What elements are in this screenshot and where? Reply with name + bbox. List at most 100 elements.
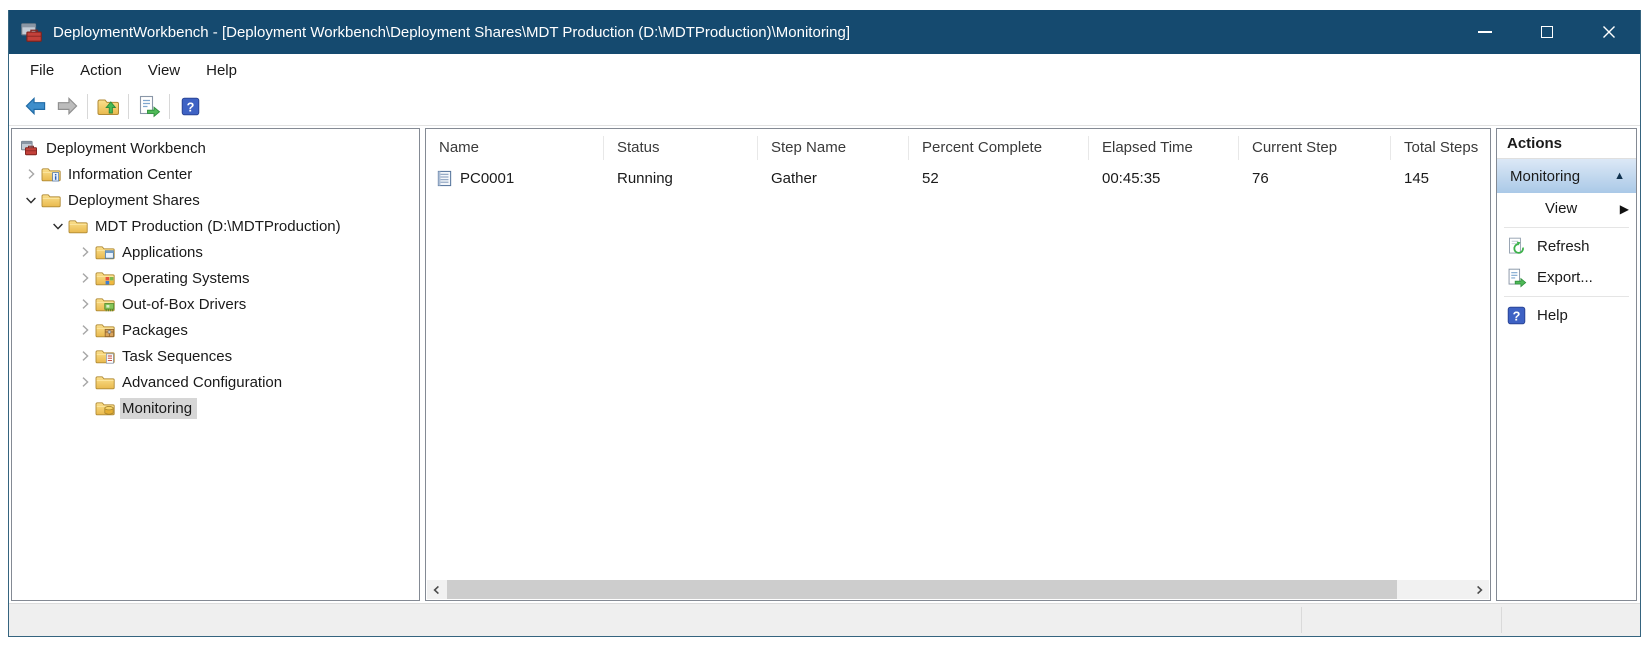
tree-item-mdt-production[interactable]: MDT Production (D:\MDTProduction) <box>12 213 419 239</box>
chevron-down-icon[interactable] <box>48 218 68 234</box>
tree-item-label: Applications <box>122 243 203 261</box>
scroll-right-icon <box>1473 584 1485 596</box>
chevron-right-icon[interactable] <box>75 348 95 364</box>
scroll-left-button[interactable] <box>427 580 447 599</box>
action-export[interactable]: Export... <box>1497 262 1636 293</box>
scroll-left-icon <box>431 584 443 596</box>
tree-item-label: Deployment Shares <box>68 191 200 209</box>
tree-item-label: Deployment Workbench <box>46 139 206 157</box>
window-controls <box>1454 10 1640 54</box>
up-one-level-icon <box>96 94 120 118</box>
cell-status: Running <box>617 170 673 187</box>
cell-step-name: Gather <box>771 170 817 187</box>
column-header-total-steps[interactable]: Total Steps <box>1404 138 1479 156</box>
action-view[interactable]: View ▶ <box>1497 193 1636 224</box>
column-header-current-step[interactable]: Current Step <box>1239 135 1391 160</box>
tree-item-deployment-workbench[interactable]: Deployment Workbench <box>12 135 419 161</box>
minimize-button[interactable] <box>1454 10 1516 54</box>
close-button[interactable] <box>1578 10 1640 54</box>
folder-info-icon <box>41 166 61 182</box>
content-region: Deployment Workbench Information Center … <box>9 126 1640 602</box>
action-label: Help <box>1537 307 1568 324</box>
tree-item-monitoring[interactable]: Monitoring <box>12 395 419 421</box>
action-label: Export... <box>1537 269 1593 286</box>
submenu-arrow-icon: ▶ <box>1619 201 1629 216</box>
workbench-root-icon <box>19 140 39 156</box>
scroll-right-button[interactable] <box>1469 580 1489 599</box>
menu-action[interactable]: Action <box>80 62 122 79</box>
column-header-step-name[interactable]: Step Name <box>758 135 909 160</box>
chevron-right-icon[interactable] <box>75 374 95 390</box>
export-list-button[interactable] <box>133 91 165 121</box>
chevron-right-icon[interactable] <box>75 270 95 286</box>
actions-group-label: Monitoring <box>1510 167 1581 185</box>
tree-item-advanced-configuration[interactable]: Advanced Configuration <box>12 369 419 395</box>
chevron-right-icon[interactable] <box>75 244 95 260</box>
status-bar <box>9 603 1640 636</box>
toolbar-separator <box>169 93 170 119</box>
help-icon <box>180 96 201 117</box>
maximize-icon <box>1541 26 1553 38</box>
folder-icon <box>68 218 88 234</box>
back-button[interactable] <box>19 91 51 121</box>
horizontal-scrollbar[interactable] <box>427 580 1489 599</box>
action-label: Refresh <box>1537 238 1590 255</box>
chevron-right-icon[interactable] <box>75 322 95 338</box>
forward-button[interactable] <box>51 91 83 121</box>
back-arrow-icon <box>24 95 47 118</box>
tree-item-task-sequences[interactable]: Task Sequences <box>12 343 419 369</box>
column-header-name[interactable]: Name <box>426 135 604 160</box>
folder-icon <box>95 374 115 390</box>
minimize-icon <box>1478 31 1492 33</box>
column-header-status[interactable]: Status <box>604 135 758 160</box>
export-list-icon <box>1506 267 1527 288</box>
chevron-down-icon[interactable] <box>21 192 41 208</box>
tree-item-label: Information Center <box>68 165 193 183</box>
tree-item-label: Packages <box>122 321 188 339</box>
menu-help[interactable]: Help <box>206 62 237 79</box>
collapse-up-icon[interactable]: ▲ <box>1614 170 1625 182</box>
action-help[interactable]: Help <box>1497 300 1636 331</box>
tree-item-operating-systems[interactable]: Operating Systems <box>12 265 419 291</box>
scrollbar-thumb[interactable] <box>447 580 1397 599</box>
action-label: View <box>1545 200 1578 217</box>
chevron-right-icon[interactable] <box>75 296 95 312</box>
menu-file[interactable]: File <box>30 62 55 79</box>
scrollbar-track[interactable] <box>1397 580 1469 599</box>
close-icon <box>1602 25 1616 39</box>
tree-item-packages[interactable]: Packages <box>12 317 419 343</box>
export-list-icon <box>137 94 161 118</box>
actions-panel: Actions Monitoring ▲ View ▶ Refresh Expo… <box>1496 128 1637 601</box>
action-refresh[interactable]: Refresh <box>1497 231 1636 262</box>
tree-item-label: MDT Production (D:\MDTProduction) <box>95 217 341 235</box>
tree-item-label: Out-of-Box Drivers <box>122 295 247 313</box>
deployment-workbench-window: DeploymentWorkbench - [Deployment Workbe… <box>8 10 1641 637</box>
menu-view[interactable]: View <box>147 62 181 79</box>
up-one-level-button[interactable] <box>92 91 124 121</box>
folder-icon <box>41 192 61 208</box>
folder-drivers-icon <box>95 296 115 312</box>
cell-percent-complete: 52 <box>922 170 939 187</box>
tree-item-information-center[interactable]: Information Center <box>12 161 419 187</box>
window-title: DeploymentWorkbench - [Deployment Workbe… <box>53 23 850 41</box>
folder-applications-icon <box>95 244 115 260</box>
monitored-computer-icon <box>436 170 453 187</box>
actions-separator <box>1504 227 1629 228</box>
folder-monitoring-icon <box>95 400 115 416</box>
actions-group-monitoring[interactable]: Monitoring ▲ <box>1497 159 1636 193</box>
list-header: Name Status Step Name Percent Complete E… <box>426 131 1490 164</box>
tree-item-deployment-shares[interactable]: Deployment Shares <box>12 187 419 213</box>
toolbar <box>9 87 1640 126</box>
actions-separator <box>1504 296 1629 297</box>
table-row[interactable]: PC0001 Running Gather 52 00:45:35 76 145 <box>426 164 1490 193</box>
tree-item-out-of-box-drivers[interactable]: Out-of-Box Drivers <box>12 291 419 317</box>
tree-item-label: Operating Systems <box>122 269 250 287</box>
toolbar-separator <box>128 93 129 119</box>
toolbar-help-button[interactable] <box>174 91 206 121</box>
column-header-elapsed-time[interactable]: Elapsed Time <box>1089 135 1239 160</box>
column-header-percent-complete[interactable]: Percent Complete <box>909 135 1089 160</box>
chevron-right-icon[interactable] <box>21 166 41 182</box>
maximize-button[interactable] <box>1516 10 1578 54</box>
actions-panel-title: Actions <box>1497 129 1636 159</box>
tree-item-applications[interactable]: Applications <box>12 239 419 265</box>
